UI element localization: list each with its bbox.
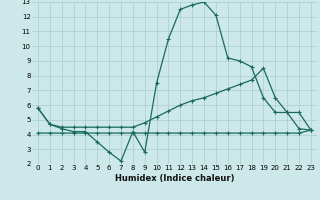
X-axis label: Humidex (Indice chaleur): Humidex (Indice chaleur) xyxy=(115,174,234,183)
